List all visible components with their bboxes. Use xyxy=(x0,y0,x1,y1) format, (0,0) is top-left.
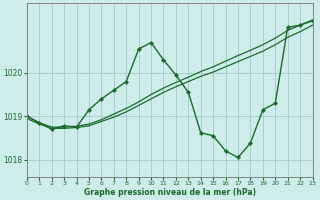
X-axis label: Graphe pression niveau de la mer (hPa): Graphe pression niveau de la mer (hPa) xyxy=(84,188,256,197)
